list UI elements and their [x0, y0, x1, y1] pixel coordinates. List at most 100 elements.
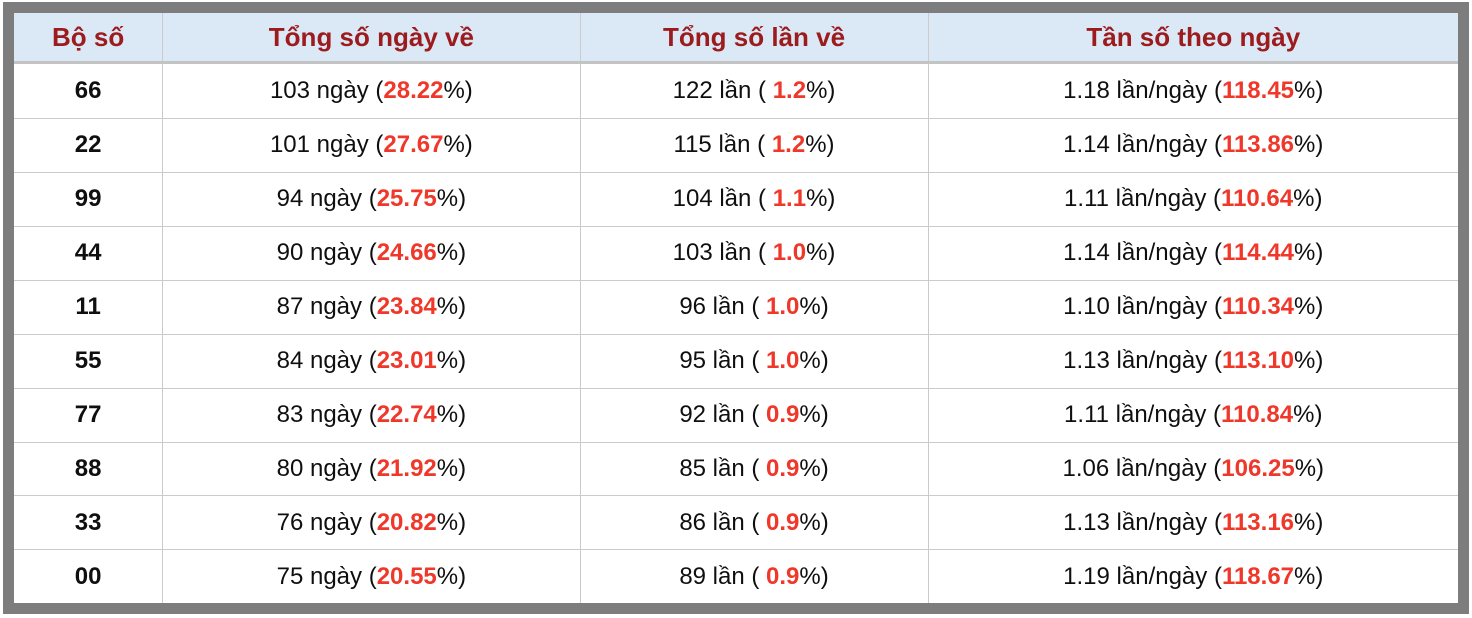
lottery-pair-statistics-table: Bộ số Tổng số ngày về Tổng số lần về Tần…	[14, 13, 1458, 603]
column-header-total-days: Tổng số ngày về	[162, 13, 581, 64]
column-header-total-times: Tổng số lần về	[579, 13, 929, 64]
frequency-percent-highlight: 113.16	[1221, 508, 1295, 536]
table-row: 44 90 ngày (24.66%) 103 lần ( 1.0%) 1.14…	[14, 225, 1458, 281]
frequency-suffix: %)	[1294, 562, 1324, 590]
times-suffix: %)	[806, 239, 836, 267]
total-times-cell: 103 lần ( 1.0%)	[579, 225, 929, 281]
times-percent-highlight: 1.0	[772, 239, 807, 267]
column-header-frequency-per-day: Tần số theo ngày	[927, 13, 1458, 64]
table-row: 88 80 ngày (21.92%) 85 lần ( 0.9%) 1.06 …	[14, 441, 1458, 496]
times-percent-highlight: 0.9	[766, 562, 800, 590]
days-suffix: %)	[436, 508, 467, 536]
table-frame: Bộ số Tổng số ngày về Tổng số lần về Tần…	[3, 2, 1469, 614]
total-times-cell: 115 lần ( 1.2%)	[579, 117, 929, 173]
frequency-cell: 1.11 lần/ngày (110.64%)	[927, 171, 1458, 227]
frequency-cell: 1.14 lần/ngày (114.44%)	[927, 225, 1458, 281]
days-suffix: %)	[436, 401, 467, 429]
frequency-text: 1.10 lần/ngày (	[1063, 293, 1222, 321]
days-suffix: %)	[436, 347, 467, 375]
frequency-text: 1.14 lần/ngày (	[1063, 239, 1222, 267]
total-times-cell: 96 lần ( 1.0%)	[579, 279, 929, 335]
days-suffix: %)	[436, 293, 467, 321]
days-text: 87 ngày (	[276, 293, 377, 321]
pair-cell: 11	[14, 279, 163, 335]
total-days-cell: 90 ngày (24.66%)	[162, 225, 581, 281]
times-text: 89 lần (	[679, 562, 767, 590]
frequency-suffix: %)	[1293, 185, 1323, 213]
times-suffix: %)	[805, 131, 835, 159]
table-row: 11 87 ngày (23.84%) 96 lần ( 1.0%) 1.10 …	[14, 279, 1458, 335]
times-text: 103 lần (	[672, 239, 773, 267]
days-percent-highlight: 23.01	[376, 347, 437, 375]
frequency-percent-highlight: 110.84	[1221, 401, 1294, 429]
days-text: 80 ngày (	[276, 455, 377, 482]
frequency-cell: 1.06 lần/ngày (106.25%)	[927, 441, 1458, 496]
frequency-suffix: %)	[1294, 239, 1324, 267]
frequency-text: 1.14 lần/ngày (	[1063, 131, 1222, 159]
pair-cell: 33	[14, 495, 163, 550]
frequency-percent-highlight: 110.64	[1221, 185, 1294, 213]
days-text: 83 ngày (	[276, 401, 377, 429]
column-header-pair: Bộ số	[14, 13, 163, 64]
frequency-suffix: %)	[1294, 455, 1325, 482]
frequency-text: 1.19 lần/ngày (	[1063, 562, 1222, 590]
days-percent-highlight: 27.67	[383, 131, 444, 159]
total-days-cell: 75 ngày (20.55%)	[162, 549, 581, 603]
total-days-cell: 83 ngày (22.74%)	[162, 387, 581, 443]
times-suffix: %)	[799, 293, 829, 321]
table-row: 77 83 ngày (22.74%) 92 lần ( 0.9%) 1.11 …	[14, 387, 1458, 443]
times-percent-highlight: 1.0	[766, 347, 800, 375]
times-text: 115 lần (	[673, 131, 772, 159]
days-suffix: %)	[436, 562, 467, 590]
frequency-cell: 1.10 lần/ngày (110.34%)	[927, 279, 1458, 335]
frequency-cell: 1.11 lần/ngày (110.84%)	[927, 387, 1458, 443]
frequency-suffix: %)	[1293, 401, 1323, 429]
frequency-cell: 1.13 lần/ngày (113.16%)	[927, 495, 1458, 550]
days-suffix: %)	[436, 239, 467, 267]
times-suffix: %)	[799, 401, 829, 429]
frequency-percent-highlight: 118.67	[1221, 562, 1295, 590]
pair-cell: 44	[14, 225, 163, 281]
total-days-cell: 94 ngày (25.75%)	[162, 171, 581, 227]
table-row: 22 101 ngày (27.67%) 115 lần ( 1.2%) 1.1…	[14, 117, 1458, 173]
days-percent-highlight: 28.22	[383, 76, 444, 104]
times-suffix: %)	[799, 455, 829, 482]
times-suffix: %)	[806, 76, 836, 104]
times-suffix: %)	[799, 562, 829, 590]
total-times-cell: 86 lần ( 0.9%)	[579, 495, 929, 550]
frequency-percent-highlight: 118.45	[1221, 76, 1295, 104]
table-row: 55 84 ngày (23.01%) 95 lần ( 1.0%) 1.13 …	[14, 333, 1458, 389]
times-suffix: %)	[806, 185, 836, 213]
days-percent-highlight: 24.66	[376, 239, 437, 267]
days-percent-highlight: 21.92	[376, 455, 437, 482]
total-days-cell: 103 ngày (28.22%)	[162, 62, 581, 119]
table-row: 00 75 ngày (20.55%) 89 lần ( 0.9%) 1.19 …	[14, 549, 1458, 603]
pair-cell: 77	[14, 387, 163, 443]
total-times-cell: 92 lần ( 0.9%)	[579, 387, 929, 443]
days-suffix: %)	[436, 185, 467, 213]
times-text: 86 lần (	[679, 508, 767, 536]
table-row: 66 103 ngày (28.22%) 122 lần ( 1.2%) 1.1…	[14, 62, 1458, 119]
days-percent-highlight: 22.74	[376, 401, 437, 429]
total-days-cell: 101 ngày (27.67%)	[162, 117, 581, 173]
total-times-cell: 89 lần ( 0.9%)	[579, 549, 929, 603]
pair-cell: 00	[14, 549, 163, 603]
frequency-suffix: %)	[1294, 508, 1324, 536]
pair-cell: 88	[14, 441, 163, 496]
total-days-cell: 87 ngày (23.84%)	[162, 279, 581, 335]
times-text: 95 lần (	[679, 347, 767, 375]
frequency-suffix: %)	[1294, 76, 1324, 104]
frequency-text: 1.18 lần/ngày (	[1063, 76, 1222, 104]
total-times-cell: 104 lần ( 1.1%)	[579, 171, 929, 227]
total-times-cell: 85 lần ( 0.9%)	[579, 441, 929, 496]
total-days-cell: 80 ngày (21.92%)	[162, 441, 581, 496]
pair-cell: 22	[14, 117, 163, 173]
days-suffix: %)	[436, 455, 467, 482]
times-text: 122 lần (	[672, 76, 773, 104]
times-percent-highlight: 1.2	[772, 76, 807, 104]
table-header-row: Bộ số Tổng số ngày về Tổng số lần về Tần…	[14, 13, 1458, 64]
times-suffix: %)	[799, 347, 829, 375]
pair-cell: 55	[14, 333, 163, 389]
table-body: 66 103 ngày (28.22%) 122 lần ( 1.2%) 1.1…	[14, 62, 1458, 603]
days-percent-highlight: 20.55	[376, 562, 437, 590]
